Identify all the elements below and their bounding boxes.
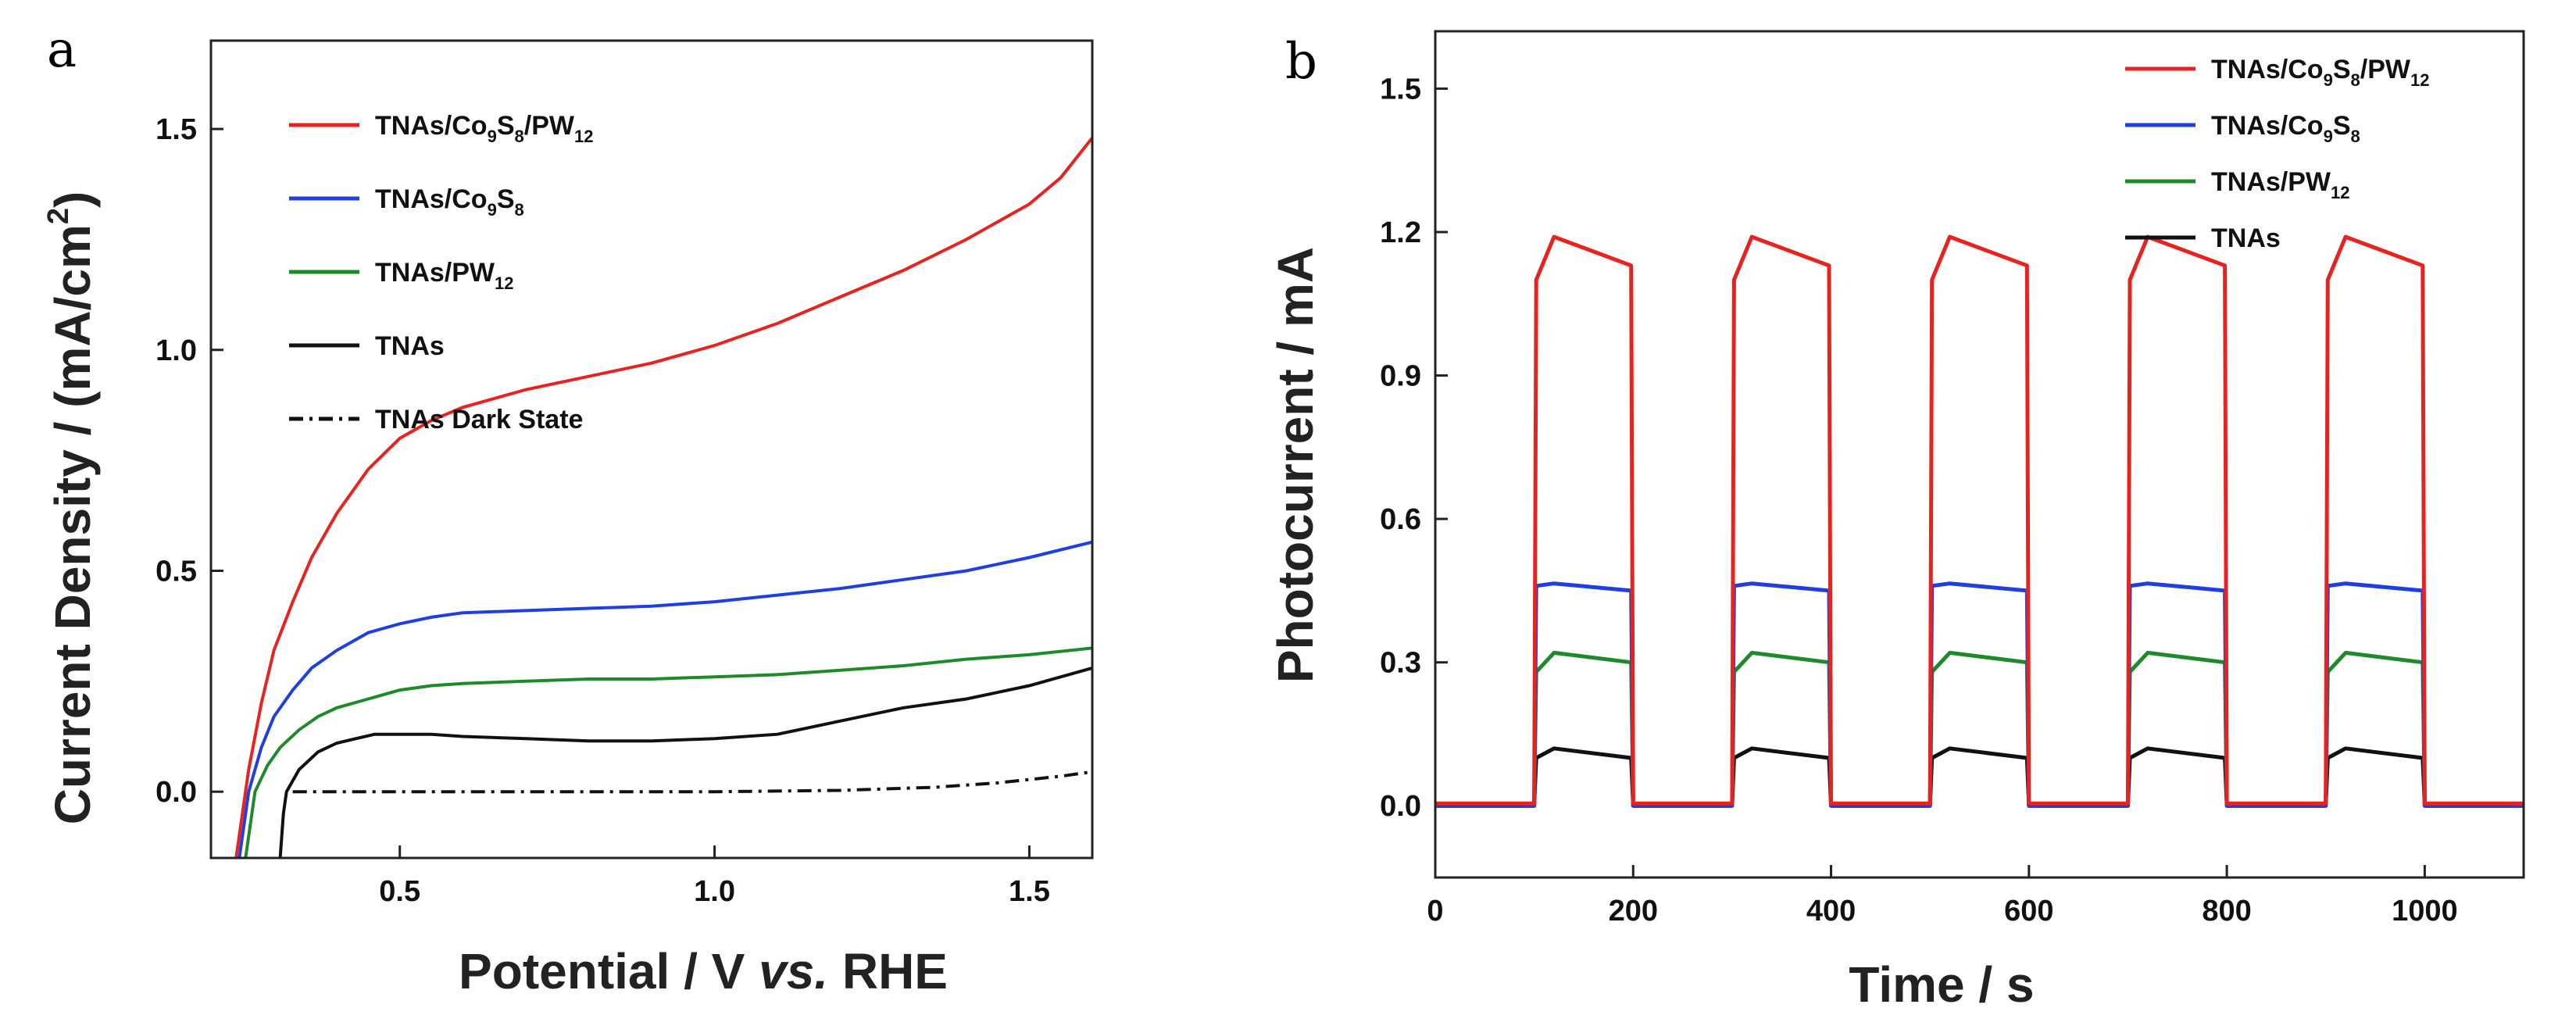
- x-tick-label: 600: [2004, 895, 2053, 928]
- y-tick-label: 0.9: [1380, 360, 1421, 393]
- b-legend-label: TNAs/PW12: [2211, 167, 2349, 202]
- panel-a-ylabel: Current Density / (mA/cm2): [42, 191, 101, 825]
- panel-b-plot-frame: [1434, 30, 2525, 879]
- series-line-a-2: [244, 646, 1092, 858]
- b-legend-label: TNAs/Co9S8: [2211, 111, 2360, 146]
- series-line-a-0: [234, 137, 1092, 858]
- y-tick-label: 0.5: [155, 555, 197, 588]
- a-legend-label: TNAs/Co9S8: [375, 184, 524, 220]
- a-legend-label: TNAs/PW12: [375, 258, 513, 293]
- panel-b-ylabel: Photocurrent / mA: [1267, 247, 1324, 683]
- y-tick-label: 1.2: [1380, 216, 1421, 249]
- a-legend-label: TNAs Dark State: [375, 405, 583, 434]
- panel-b-chart: b Photocurrent / mA Time / s 0 200 400 600 8…: [1267, 30, 2525, 1013]
- panel-a-chart: a Current Density / (mA/cm2) Potential /…: [42, 21, 1094, 999]
- y-tick-label: 0.6: [1380, 503, 1421, 536]
- panel-a-xlabel: Potential / V vs. RHE: [459, 943, 948, 999]
- panel-b-xlabel: Time / s: [1849, 956, 2034, 1013]
- x-tick-label: 0: [1427, 895, 1443, 928]
- y-tick-label: 0.0: [155, 776, 197, 809]
- series-line-b-1: [1435, 581, 2524, 808]
- series-line-b-2: [1435, 650, 2524, 808]
- series-line-a-3: [278, 666, 1092, 858]
- y-tick-label: 1.5: [155, 113, 197, 146]
- series-line-b-0: [1435, 234, 2524, 806]
- x-tick-label: 0.5: [379, 875, 420, 908]
- panel-a-plot-frame: [209, 39, 1094, 860]
- b-legend-label: TNAs: [2211, 223, 2281, 253]
- x-tick-label: 1.5: [1009, 875, 1050, 908]
- series-line-a-1: [238, 540, 1092, 858]
- series-line-a-4: [292, 770, 1092, 794]
- x-tick-label: 400: [1806, 895, 1856, 928]
- y-tick-label: 0.0: [1380, 790, 1421, 823]
- panel-a-letter: a: [47, 21, 77, 79]
- a-legend-label: TNAs: [375, 331, 445, 361]
- x-tick-label: 800: [2202, 895, 2251, 928]
- y-tick-label: 1.0: [155, 334, 197, 367]
- y-tick-label: 0.3: [1380, 647, 1421, 680]
- a-legend-label: TNAs/Co9S8/PW12: [375, 111, 593, 146]
- y-tick-label: 1.5: [1380, 73, 1421, 105]
- x-tick-label: 1000: [2392, 895, 2458, 928]
- series-line-b-3: [1435, 746, 2524, 808]
- panel-b-letter: b: [1285, 33, 1317, 91]
- b-legend-label: TNAs/Co9S8/PW12: [2211, 55, 2429, 90]
- x-tick-label: 200: [1609, 895, 1658, 928]
- x-tick-label: 1.0: [694, 875, 735, 908]
